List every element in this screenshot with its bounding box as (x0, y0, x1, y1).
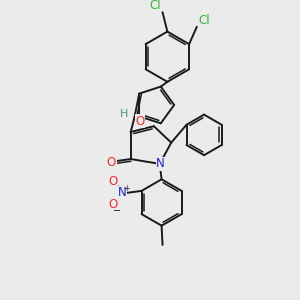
Text: O: O (108, 198, 117, 211)
Text: +: + (123, 184, 129, 193)
Text: N: N (118, 186, 127, 199)
Text: N: N (156, 158, 165, 170)
Text: O: O (108, 175, 117, 188)
Text: Cl: Cl (149, 0, 160, 12)
Text: O: O (107, 156, 116, 170)
Text: H: H (120, 109, 128, 119)
Text: O: O (136, 115, 145, 128)
Text: Cl: Cl (199, 14, 210, 26)
Text: −: − (113, 206, 122, 216)
